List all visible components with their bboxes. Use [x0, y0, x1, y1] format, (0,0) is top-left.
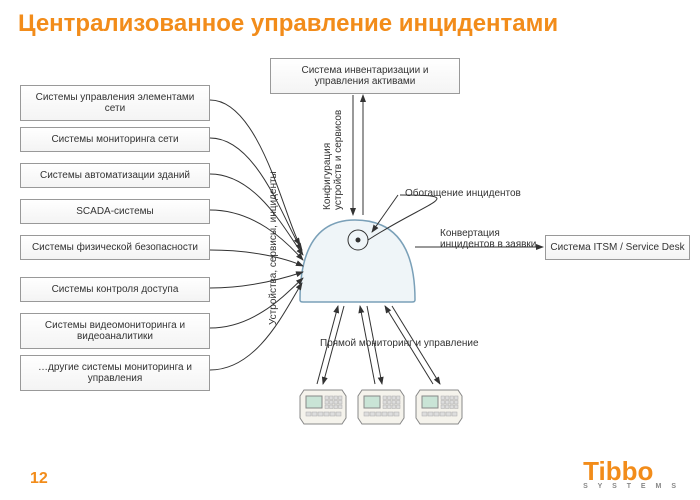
left-source-box: Системы автоматизации зданий	[20, 163, 210, 188]
left-arrows	[210, 100, 303, 370]
brand-logo: Tibbo S Y S T E M S	[583, 460, 680, 490]
logo-subtext: S Y S T E M S	[583, 484, 680, 490]
left-source-box: Системы мониторинга сети	[20, 127, 210, 152]
left-source-box: Системы видеомониторинга и видеоаналитик…	[20, 313, 210, 349]
page-number: 12	[30, 470, 48, 488]
hub-label: AggreGate	[320, 280, 373, 292]
page-title: Централизованное управление инцидентами	[18, 10, 558, 38]
left-source-box: Системы физической безопасности	[20, 235, 210, 260]
annotation-right-mid: Конвертация инцидентов в заявки	[440, 228, 540, 250]
left-source-box: Системы контроля доступа	[20, 277, 210, 302]
enrichment-arc	[368, 195, 437, 240]
left-source-box: SCADA-системы	[20, 199, 210, 224]
left-source-box: …другие системы мониторинга и управления	[20, 355, 210, 391]
device-icons	[300, 390, 462, 424]
left-source-box: Системы управления элементами сети	[20, 85, 210, 121]
annotation-bottom: Прямой мониторинг и управление	[320, 338, 479, 349]
annotation-top-arrow: Конфигурация устройств и сервисов	[322, 100, 344, 210]
right-target-box: Система ITSM / Service Desk	[545, 235, 690, 260]
top-arrow	[353, 95, 363, 215]
logo-text: Tibbo	[583, 456, 653, 486]
annotation-left-curve: Устройства, сервисы, инциденты	[268, 165, 279, 325]
annotation-right-top: Обогащение инцидентов	[405, 188, 521, 199]
top-source-box: Система инвентаризации и управления акти…	[270, 58, 460, 94]
